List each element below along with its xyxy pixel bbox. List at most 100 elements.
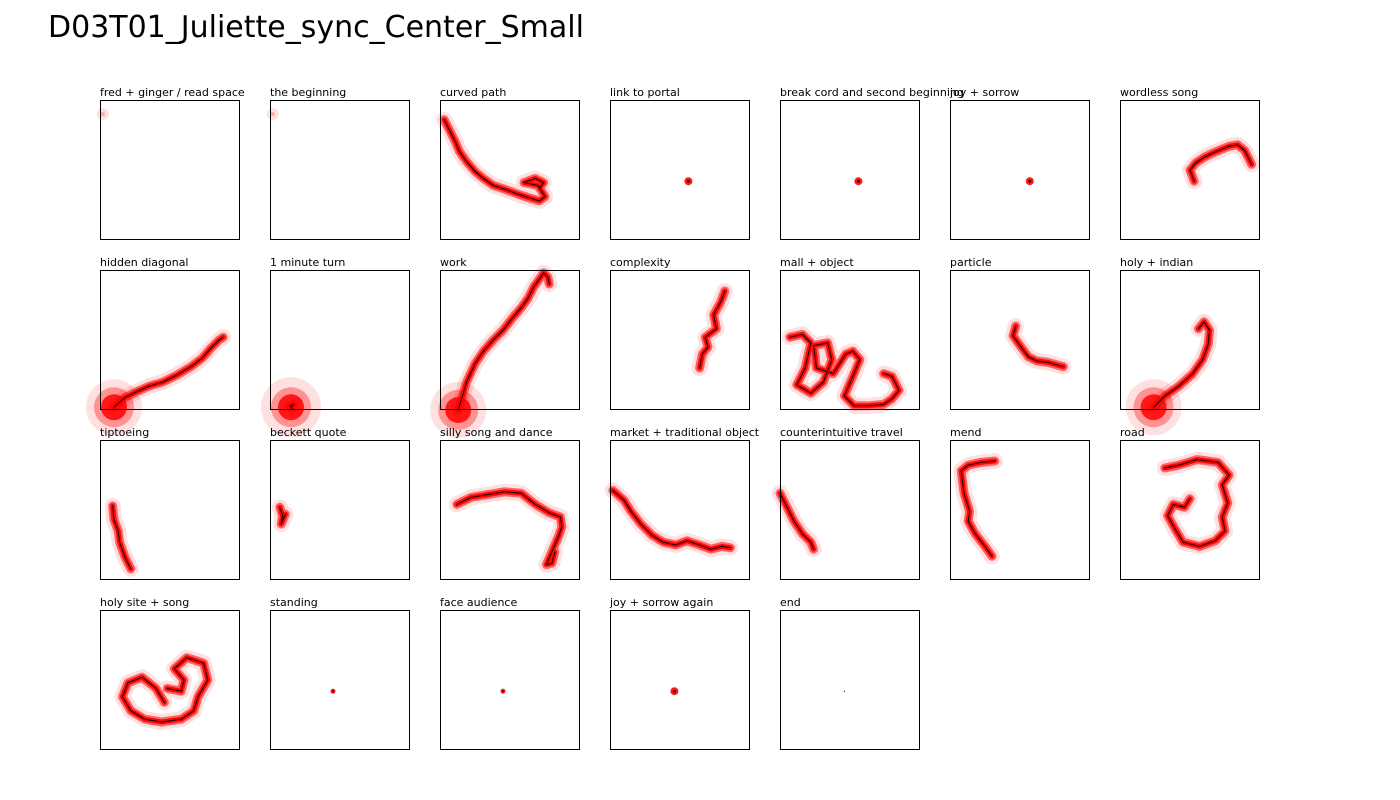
trajectory-line bbox=[1153, 321, 1211, 408]
panel-frame bbox=[610, 610, 750, 750]
panel-plot bbox=[86, 270, 240, 436]
panel-frame bbox=[270, 270, 410, 410]
panel: tiptoeing bbox=[100, 426, 270, 596]
panel-frame bbox=[1120, 440, 1260, 580]
panel-title: joy + sorrow bbox=[950, 86, 1020, 99]
panel-plot bbox=[950, 100, 1090, 240]
panel-plot bbox=[430, 264, 580, 438]
panel-title: hidden diagonal bbox=[100, 256, 189, 269]
panel-frame bbox=[100, 270, 240, 410]
panel: face audience bbox=[440, 596, 610, 766]
density-blob bbox=[96, 108, 109, 120]
position-point bbox=[1028, 179, 1032, 183]
trajectory-line bbox=[443, 119, 546, 202]
panel: wordless song bbox=[1120, 86, 1290, 256]
panel-title: fred + ginger / read space bbox=[100, 86, 245, 99]
panel-title: curved path bbox=[440, 86, 507, 99]
density-halo bbox=[448, 483, 570, 573]
panel-frame bbox=[610, 270, 750, 410]
panel: work bbox=[430, 256, 610, 438]
density-blob bbox=[270, 112, 275, 116]
trajectory-line bbox=[113, 336, 224, 408]
panel-frame bbox=[610, 100, 750, 240]
panel-title: complexity bbox=[610, 256, 671, 269]
panel-plot bbox=[266, 100, 410, 240]
trajectory-line bbox=[121, 657, 209, 723]
page-title: D03T01_Juliette_sync_Center_Small bbox=[48, 10, 584, 45]
panel-frame bbox=[780, 270, 920, 410]
panel-frame bbox=[440, 610, 580, 750]
panel: holy + indian bbox=[1120, 256, 1290, 436]
panel: particle bbox=[950, 256, 1120, 426]
trajectory-line bbox=[779, 492, 815, 550]
panel-title: beckett quote bbox=[270, 426, 347, 439]
panel: joy + sorrow again bbox=[610, 596, 780, 766]
panel-frame bbox=[100, 100, 240, 240]
panel-plot bbox=[436, 100, 580, 240]
panel-plot bbox=[270, 610, 410, 750]
trajectory-line bbox=[112, 505, 132, 570]
panel-title: link to portal bbox=[610, 86, 680, 99]
panel: standing bbox=[270, 596, 440, 766]
panel-title: joy + sorrow again bbox=[610, 596, 714, 609]
panel: complexity bbox=[610, 256, 780, 426]
position-point bbox=[502, 690, 504, 693]
panel-plot bbox=[270, 440, 410, 580]
panel-title: mall + object bbox=[780, 256, 854, 269]
panel-frame bbox=[440, 440, 580, 580]
position-point bbox=[672, 689, 676, 693]
trajectory-line bbox=[612, 489, 731, 550]
panel-plot bbox=[100, 440, 240, 580]
density-blob bbox=[100, 112, 105, 116]
trajectory-line bbox=[1164, 459, 1230, 547]
panel-frame bbox=[610, 440, 750, 580]
panel: road bbox=[1120, 426, 1290, 596]
trajectory-line bbox=[1012, 325, 1064, 368]
panel-plot bbox=[772, 440, 920, 580]
position-point bbox=[843, 690, 845, 692]
panel-frame bbox=[270, 610, 410, 750]
panel: mend bbox=[950, 426, 1120, 596]
panel: hidden diagonal bbox=[86, 256, 270, 436]
panel: fred + ginger / read space bbox=[96, 86, 270, 256]
panel-title: standing bbox=[270, 596, 318, 609]
panel-title: holy + indian bbox=[1120, 256, 1194, 269]
trajectory-line bbox=[1189, 144, 1253, 182]
panel: market + traditional object bbox=[604, 426, 780, 596]
panel-frame bbox=[780, 440, 920, 580]
panel: end bbox=[780, 596, 950, 766]
panel-frame bbox=[440, 270, 580, 410]
panel: beckett quote bbox=[270, 426, 440, 596]
trajectory-line bbox=[456, 491, 563, 566]
panel-plot bbox=[604, 440, 750, 580]
panel: silly song and dance bbox=[440, 426, 610, 596]
panel-title: end bbox=[780, 596, 801, 609]
panel-frame bbox=[950, 270, 1090, 410]
trajectory-line bbox=[289, 403, 295, 410]
position-point bbox=[686, 179, 690, 183]
panel-frame bbox=[950, 440, 1090, 580]
panel-plot bbox=[780, 100, 920, 240]
trajectory-line bbox=[699, 290, 726, 369]
panel-title: holy site + song bbox=[100, 596, 190, 609]
panel-title: 1 minute turn bbox=[270, 256, 346, 269]
panel-frame bbox=[780, 100, 920, 240]
panel-plot bbox=[440, 440, 580, 580]
panel-title: face audience bbox=[440, 596, 518, 609]
panel-frame bbox=[270, 440, 410, 580]
panel-title: break cord and second beginning bbox=[780, 86, 964, 99]
panel-title: mend bbox=[950, 426, 982, 439]
panel-plot bbox=[440, 610, 580, 750]
panel-plot bbox=[610, 610, 750, 750]
panel-title: silly song and dance bbox=[440, 426, 553, 439]
panel-plot bbox=[780, 610, 920, 750]
panel-plot bbox=[261, 270, 410, 438]
panel-frame bbox=[100, 610, 240, 750]
panel-plot bbox=[950, 270, 1090, 410]
trajectory-line bbox=[457, 272, 550, 411]
panel-plot bbox=[1120, 440, 1260, 580]
panel-title: particle bbox=[950, 256, 992, 269]
panel-title: the beginning bbox=[270, 86, 347, 99]
density-halo bbox=[450, 264, 558, 418]
